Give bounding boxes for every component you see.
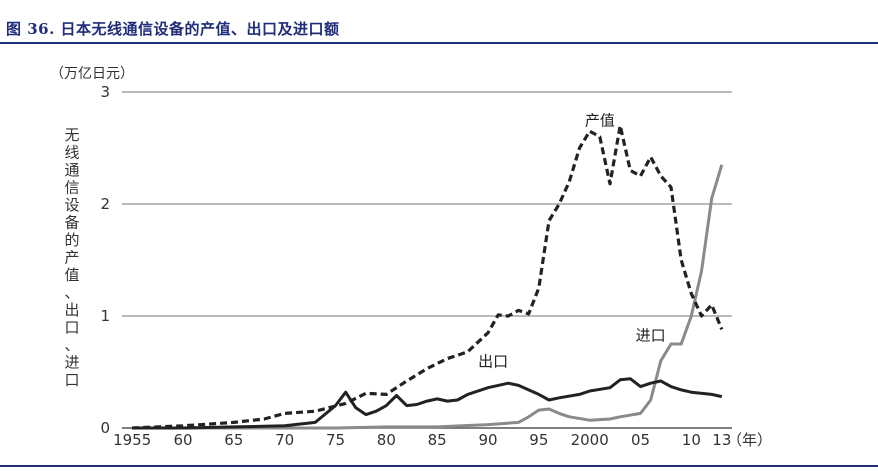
x-tick-label: 75 xyxy=(326,431,345,449)
y-axis-label-char: 备 xyxy=(64,214,79,232)
x-tick-label: 13 xyxy=(712,431,731,449)
gridlines xyxy=(122,91,732,429)
series-label-进口: 进口 xyxy=(636,327,666,345)
y-axis-label-char: 线 xyxy=(64,144,79,162)
x-tick-label: 90 xyxy=(478,431,497,449)
x-unit-label: （年） xyxy=(727,431,772,449)
x-tick-label: 10 xyxy=(682,431,701,449)
y-axis-label-char: 、 xyxy=(64,284,79,302)
x-tick-label: 95 xyxy=(529,431,548,449)
figure-caption: 图 36. 日本无线通信设备的产值、出口及进口额 xyxy=(6,20,340,38)
x-tick-label: 1955 xyxy=(113,431,151,449)
y-axis-label-char: 产 xyxy=(64,249,79,267)
x-tick-label: 70 xyxy=(275,431,294,449)
y-axis-label-char: 无 xyxy=(64,126,79,144)
y-axis-label-char: 设 xyxy=(64,196,79,214)
series-line-产值 xyxy=(132,124,724,430)
y-axis-label-char: 通 xyxy=(64,161,79,179)
y-axis-label-char: 、 xyxy=(64,336,79,354)
y-tick-label: 1 xyxy=(100,307,110,325)
x-tick-label: 2000 xyxy=(571,431,609,449)
series-line-进口 xyxy=(132,164,724,430)
y-axis-label: 无线通信设备的产值、出口、进口 xyxy=(64,126,79,389)
y-tick-label: 3 xyxy=(100,83,110,101)
x-tick-label: 60 xyxy=(173,431,192,449)
x-tick-label: 05 xyxy=(631,431,650,449)
x-tick-label: 65 xyxy=(224,431,243,449)
series-label-产值: 产值 xyxy=(585,112,615,130)
y-axis-label-char: 信 xyxy=(64,179,79,197)
y-tick-label: 2 xyxy=(100,195,110,213)
chart-area: （万亿日元） 0 1 2 3 1955 60 65 70 75 80 85 90 95 2000 05 10… xyxy=(0,44,878,464)
y-axis-label-char: 进 xyxy=(64,354,79,372)
y-axis-label-char: 口 xyxy=(64,319,79,337)
caption-rule-top xyxy=(0,42,878,44)
y-axis-label-char: 值 xyxy=(64,266,79,284)
x-tick-labels: 1955 60 65 70 75 80 85 90 95 2000 05 10 13 xyxy=(113,431,731,449)
series-label-出口: 出口 xyxy=(478,352,508,370)
line-chart: （万亿日元） 0 1 2 3 1955 60 65 70 75 80 85 90 95 2000 05 10… xyxy=(50,66,772,449)
series-lines xyxy=(132,124,724,430)
y-axis-label-char: 口 xyxy=(64,371,79,389)
y-axis-label-char: 的 xyxy=(64,231,79,249)
x-tick-label: 80 xyxy=(377,431,396,449)
y-axis-label-char: 出 xyxy=(64,301,79,319)
caption-rule-bottom xyxy=(0,465,878,467)
y-unit-label: （万亿日元） xyxy=(50,66,134,82)
series-line-出口 xyxy=(132,377,723,430)
x-tick-label: 85 xyxy=(428,431,447,449)
y-tick-labels: 0 1 2 3 xyxy=(100,83,110,437)
y-tick-label: 0 xyxy=(100,419,110,437)
